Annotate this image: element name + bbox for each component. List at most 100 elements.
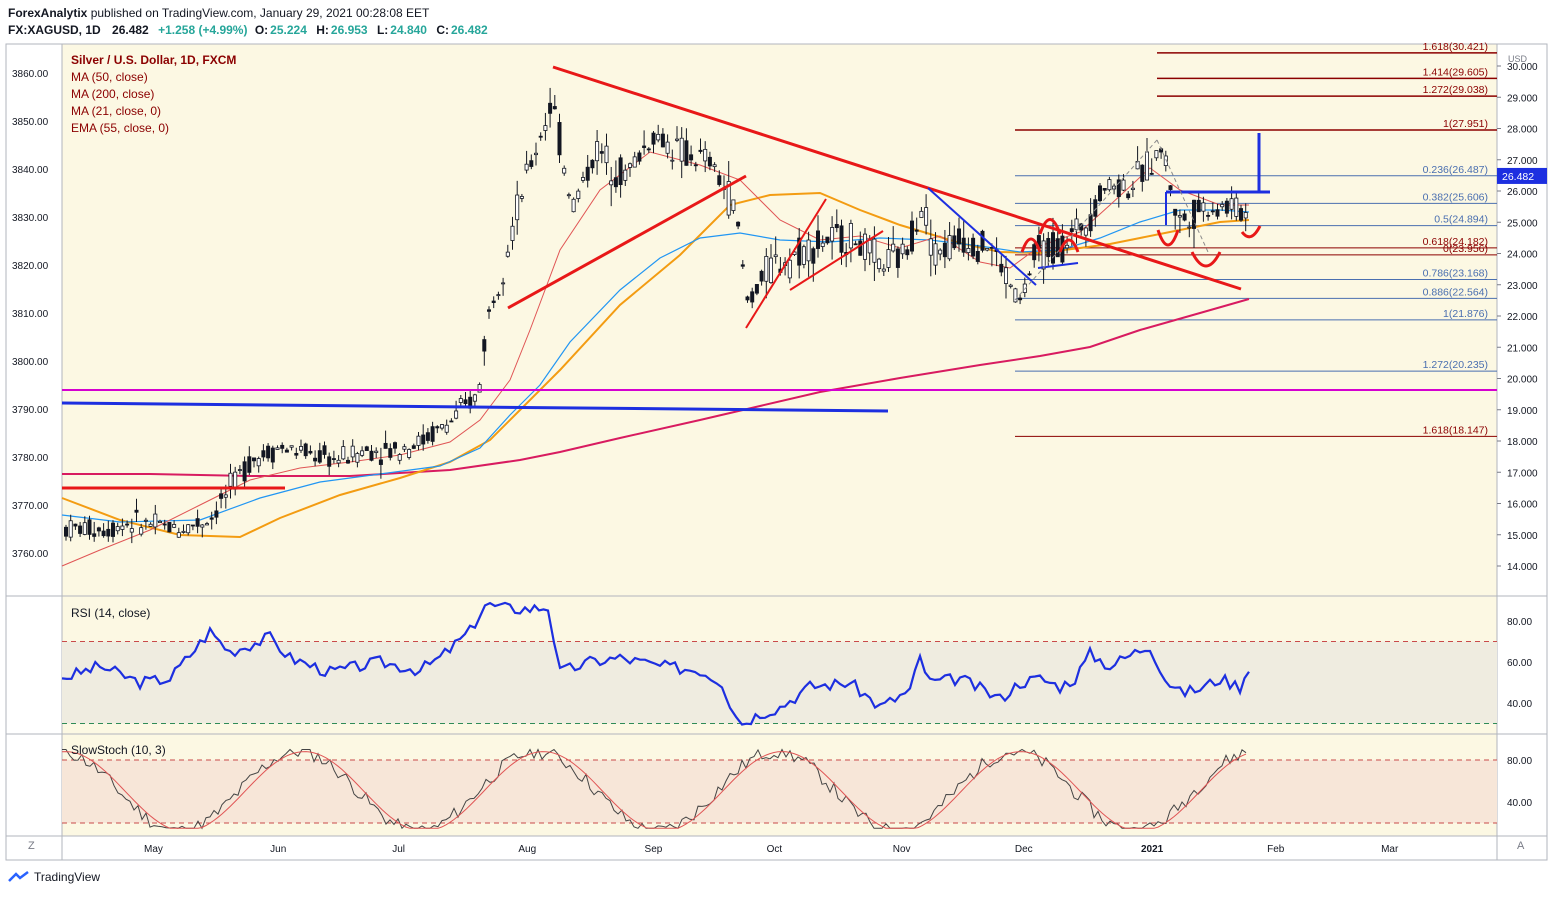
candle-body [280, 444, 285, 449]
right-axis-tick-label: 18.000 [1507, 437, 1538, 448]
auto-scale-button[interactable]: A [1517, 840, 1525, 852]
stoch-title[interactable]: SlowStoch (10, 3) [71, 743, 166, 757]
candle-body [228, 472, 233, 487]
red-rising-wedge-line [507, 174, 747, 310]
candle-body [219, 493, 224, 499]
low-label: L: [376, 23, 389, 37]
zoom-button[interactable]: Z [28, 840, 35, 852]
candle-body [736, 221, 741, 227]
candle-body [374, 450, 379, 453]
stoch-axis-label: 80.00 [1507, 756, 1532, 767]
candle-body [223, 494, 228, 498]
candle-body [402, 446, 407, 450]
candle-body [411, 445, 416, 449]
candle-body [548, 102, 553, 114]
candle-body [1239, 208, 1244, 221]
right-axis-tick-label: 27.000 [1507, 156, 1538, 167]
time-axis-label: Aug [518, 844, 536, 855]
publish-header: ForexAnalytix published on TradingView.c… [8, 6, 429, 20]
candle-body [1234, 197, 1239, 217]
ma50-line [61, 209, 1250, 523]
candle-body [482, 339, 487, 352]
candle-body [787, 259, 792, 279]
candle-body [966, 248, 971, 253]
last-price-tag-label: 26.482 [1502, 171, 1534, 183]
candle-body [952, 235, 957, 249]
right-axis-tick-label: 15.000 [1507, 531, 1538, 542]
candle-body [872, 238, 877, 263]
candle-body [421, 434, 426, 445]
time-axis-label: Nov [893, 844, 911, 855]
legend-ma21[interactable]: MA (21, close, 0) [71, 104, 162, 118]
author-name[interactable]: ForexAnalytix [8, 6, 88, 20]
currency-label: USD [1508, 54, 1528, 64]
candle-body [684, 140, 689, 166]
candle-body [1013, 288, 1018, 303]
candle-body [68, 520, 73, 538]
candle-body [524, 163, 529, 171]
last-price: 26.482 [112, 23, 149, 37]
candle-body [1051, 232, 1056, 264]
time-axis-label: Sep [645, 844, 663, 855]
candle-body [957, 228, 962, 245]
fib-level-label: 1.618(18.147) [1423, 424, 1488, 436]
candle-body [472, 394, 477, 402]
candle-body [200, 524, 205, 528]
stoch-axis-label: 40.00 [1507, 798, 1532, 809]
low-value: 24.840 [390, 23, 427, 37]
candle-body [214, 510, 219, 518]
tradingview-logo[interactable]: TradingView [8, 870, 100, 884]
left-axis-tick-label: 3830.00 [12, 213, 49, 224]
legend-ema55[interactable]: EMA (55, close, 0) [71, 121, 170, 135]
legend-ma200[interactable]: MA (200, close) [71, 87, 155, 101]
red-arc-mid [1190, 251, 1222, 268]
candle-body [947, 235, 952, 260]
candle-body [1079, 223, 1084, 231]
stoch-d-line [61, 751, 1247, 829]
legend-ma50[interactable]: MA (50, close) [71, 70, 148, 84]
candle-body [78, 525, 83, 534]
candle-body [96, 527, 101, 532]
candle-body [881, 268, 886, 272]
candle-body [538, 135, 543, 138]
candle-body [1102, 188, 1107, 191]
candle-body [341, 446, 346, 460]
time-axis-label: Oct [767, 844, 783, 855]
candle-body [1008, 284, 1013, 287]
high-value: 26.953 [330, 23, 368, 37]
candle-body [87, 519, 92, 535]
candle-body [115, 526, 120, 532]
candle-body [905, 249, 910, 256]
candle-body [623, 169, 628, 181]
candle-body [1145, 151, 1150, 181]
fib-level-label: 1(21.876) [1443, 308, 1488, 320]
rsi-line [61, 601, 1250, 726]
rsi-title[interactable]: RSI (14, close) [71, 606, 151, 620]
candle-body [975, 251, 980, 262]
right-axis-tick-label: 14.000 [1507, 562, 1538, 573]
price-change: +1.258 (+4.99%) [158, 23, 248, 37]
candle-body [745, 296, 750, 301]
candle-body [186, 524, 191, 534]
candle-body [317, 450, 322, 463]
candle-body [543, 125, 548, 131]
legend-title: Silver / U.S. Dollar, 1D, FXCM [71, 53, 237, 67]
fib-level-label: 0.382(25.606) [1423, 191, 1488, 203]
fib-level-label: 1.414(29.605) [1423, 66, 1488, 78]
candle-body [345, 459, 350, 464]
time-axis-label: Mar [1381, 844, 1399, 855]
left-axis-tick-label: 3840.00 [12, 165, 49, 176]
candle-body [1046, 238, 1051, 258]
fib-level-label: 0.236(26.487) [1423, 164, 1488, 176]
candle-body [604, 145, 609, 164]
fib-level-label: 1.618(30.421) [1423, 41, 1488, 53]
candle-body [1074, 218, 1079, 231]
candle-body [64, 526, 69, 537]
red-descending-trendline [552, 65, 1242, 291]
open-label: O: [254, 23, 269, 37]
candle-body [308, 450, 313, 454]
symbol-header: FX:XAGUSD, 1D 26.482 +1.258 (+4.99%) O: 2… [8, 23, 490, 37]
left-axis-tick-label: 3770.00 [12, 501, 49, 512]
candle-body [477, 384, 482, 393]
